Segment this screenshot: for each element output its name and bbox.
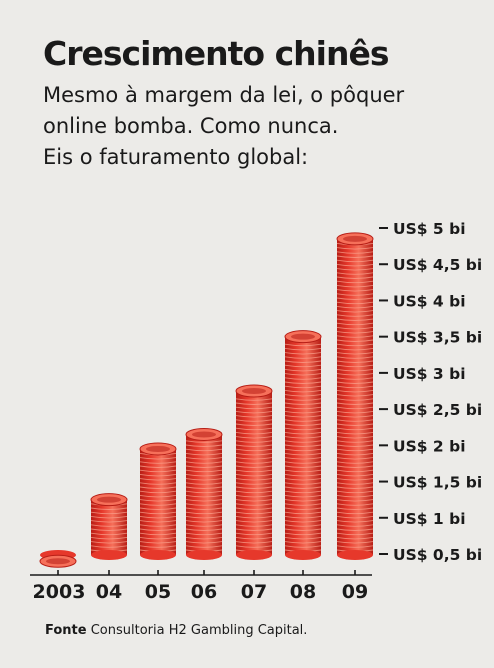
x-tick-label: 07 xyxy=(241,581,267,603)
y-tick-label: US$ 0,5 bi xyxy=(393,546,482,564)
source-text: Consultoria H2 Gambling Capital. xyxy=(90,623,308,638)
subtitle-line-3: Eis o faturamento global: xyxy=(43,145,309,169)
subtitle-line-1: Mesmo à margem da lei, o pôquer xyxy=(43,83,405,107)
y-tick-label: US$ 4 bi xyxy=(393,292,466,310)
source-note: Fonte Consultoria H2 Gambling Capital. xyxy=(45,623,307,638)
x-tick-label: 06 xyxy=(191,581,217,603)
bar-body xyxy=(236,391,272,555)
x-tick-label: 04 xyxy=(96,581,122,603)
subtitle: Mesmo à margem da lei, o pôquer online b… xyxy=(43,80,473,173)
bar-09 xyxy=(336,232,374,560)
y-tick-label: US$ 1,5 bi xyxy=(393,474,482,492)
y-tick-label: US$ 5 bi xyxy=(393,220,466,238)
page-title: Crescimento chinês xyxy=(43,34,389,73)
y-tick-label: US$ 1 bi xyxy=(393,510,466,528)
y-tick-label: US$ 4,5 bi xyxy=(393,256,482,274)
subtitle-line-2: online bomba. Como nunca. xyxy=(43,114,339,138)
x-tick-label: 05 xyxy=(145,581,171,603)
y-tick-label: US$ 2,5 bi xyxy=(393,401,482,419)
bar-08 xyxy=(284,330,322,560)
x-tick-label: 08 xyxy=(290,581,316,603)
bar-04 xyxy=(90,493,128,560)
bar-body xyxy=(186,434,222,555)
y-tick-label: US$ 3,5 bi xyxy=(393,329,482,347)
bar-2003 xyxy=(39,550,77,568)
bar-body xyxy=(337,238,373,555)
y-tick-label: US$ 2 bi xyxy=(393,437,466,455)
source-label: Fonte xyxy=(45,623,87,638)
bar-06 xyxy=(185,427,223,560)
bar-05 xyxy=(139,442,177,560)
x-tick-label: 09 xyxy=(342,581,368,603)
y-tick-label: US$ 3 bi xyxy=(393,365,466,383)
x-tick-label: 2003 xyxy=(33,581,86,603)
bar-07 xyxy=(235,384,273,560)
